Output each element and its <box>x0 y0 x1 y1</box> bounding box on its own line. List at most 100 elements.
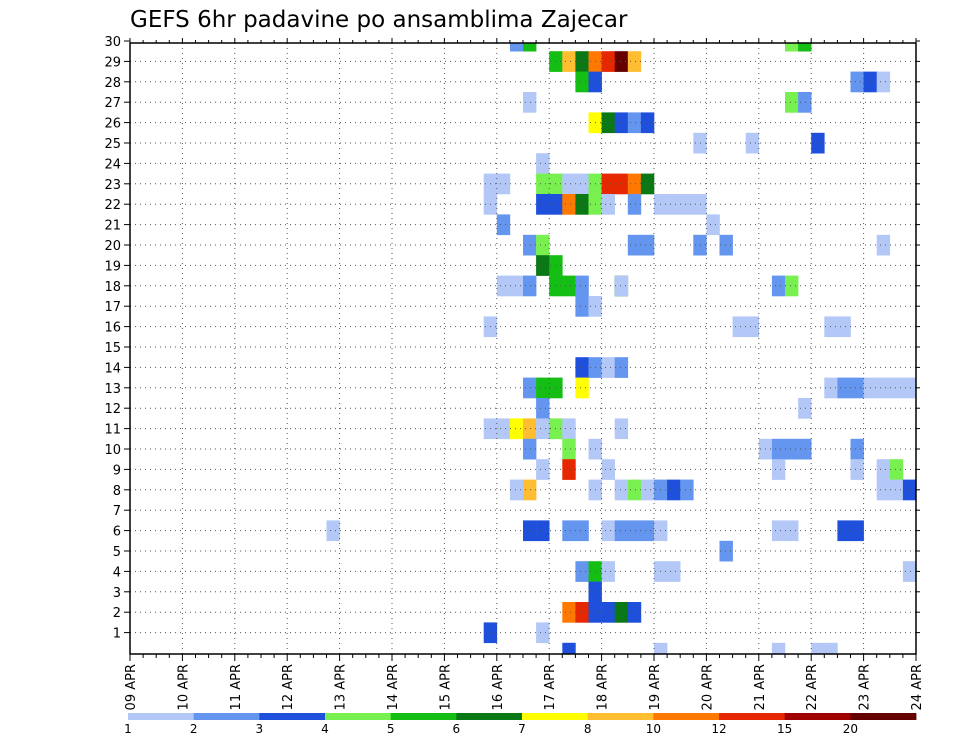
heatmap-cell <box>575 296 589 317</box>
y-tick-label: 11 <box>104 423 121 438</box>
heatmap-cell <box>627 234 642 256</box>
heatmap-cell <box>496 418 511 440</box>
heatmap-cell <box>601 602 615 623</box>
heatmap-cell <box>640 234 655 256</box>
heatmap-cell <box>614 51 629 72</box>
heatmap-cell <box>536 194 550 215</box>
x-tick-label: 19 APR <box>648 664 663 710</box>
x-tick-label: 16 APR <box>491 664 506 710</box>
heatmap-cell <box>824 642 838 655</box>
heatmap-cell <box>575 51 589 72</box>
colorbar-swatch <box>587 713 654 720</box>
heatmap-cell <box>509 43 524 52</box>
heatmap-cell <box>562 194 576 215</box>
heatmap-cell <box>601 357 615 378</box>
x-tick-label: 11 APR <box>229 664 244 710</box>
colorbar-swatch <box>390 713 457 720</box>
heatmap-cell <box>627 51 642 72</box>
x-tick-label: 24 APR <box>910 664 925 710</box>
heatmap-cell <box>732 316 746 338</box>
heatmap-cell <box>496 214 511 236</box>
heatmap-cell <box>523 92 537 113</box>
heatmap-cell <box>562 642 576 655</box>
heatmap-cell <box>562 418 576 440</box>
x-tick-label: 23 APR <box>858 664 873 710</box>
heatmap-cell <box>523 275 537 297</box>
heatmap-cell <box>837 316 851 338</box>
heatmap-cell <box>627 602 642 623</box>
x-tick-label: 09 APR <box>124 664 139 710</box>
heatmap-cell <box>745 132 760 154</box>
heatmap-cell <box>614 602 629 623</box>
x-tick-label: 20 APR <box>700 664 715 710</box>
heatmap-cell <box>575 275 589 297</box>
heatmap-cell <box>785 520 799 542</box>
heatmap-cell <box>523 438 537 460</box>
heatmap-cell <box>601 561 615 582</box>
heatmap-cell <box>876 459 891 480</box>
colorbar-legend: 1 2 3 4 5 6 7 8 10 12 15 20 <box>124 713 917 736</box>
heatmap-cell <box>523 377 537 399</box>
y-tick-label: 12 <box>104 402 121 417</box>
y-tick-label: 14 <box>104 361 121 376</box>
heatmap-cell <box>614 520 629 542</box>
colorbar-swatch <box>784 713 851 720</box>
heatmap-cell <box>614 275 629 297</box>
heatmap-cell <box>771 520 786 542</box>
x-tick-label: 13 APR <box>334 664 349 710</box>
heatmap-cell <box>771 275 786 297</box>
heatmap-cell <box>523 418 537 440</box>
heatmap-cell <box>889 479 904 501</box>
colorbar-swatch <box>850 713 917 720</box>
y-tick-label: 23 <box>104 178 121 193</box>
heatmap-cell <box>889 459 904 480</box>
heatmap-cell <box>562 51 576 72</box>
colorbar-label: 6 <box>453 722 461 736</box>
heatmap-cell <box>562 275 576 297</box>
heatmap-cell <box>654 642 668 655</box>
heatmap-cell <box>536 459 550 480</box>
heatmap-cell <box>509 479 524 501</box>
heatmap-cell <box>536 234 550 256</box>
heatmap-cell <box>627 173 642 195</box>
heatmap-cell <box>562 602 576 623</box>
x-tick-label: 21 APR <box>753 664 768 710</box>
x-tick-label: 22 APR <box>805 664 820 710</box>
heatmap-cell <box>536 255 550 276</box>
heatmap-cell <box>785 275 799 297</box>
heatmap-cell <box>876 377 891 399</box>
heatmap-cell <box>837 520 851 542</box>
heatmap-cell <box>719 234 733 256</box>
heatmap-cell <box>811 642 825 655</box>
heatmap-cell <box>719 540 733 562</box>
colorbar-label: 7 <box>518 722 526 736</box>
heatmap-cell <box>601 173 615 195</box>
chart-title: GEFS 6hr padavine po ansamblima Zajecar <box>130 7 628 33</box>
colorbar-label: 10 <box>646 722 661 736</box>
heatmap-cell <box>640 479 655 501</box>
heatmap-cell <box>706 214 720 236</box>
colorbar-swatch <box>325 713 392 720</box>
heatmap-cell <box>536 418 550 440</box>
heatmap-cell <box>850 71 864 93</box>
heatmap-cell <box>785 438 799 460</box>
colorbar-swatch <box>653 713 720 720</box>
y-tick-label: 8 <box>113 484 121 499</box>
heatmap-cell <box>798 43 812 52</box>
heatmap-cell <box>850 438 864 460</box>
y-tick-label: 27 <box>104 96 121 111</box>
heatmap-cell <box>902 377 917 399</box>
x-tick-label: 14 APR <box>386 664 401 710</box>
heatmap-cell <box>785 92 799 113</box>
heatmap-cell <box>640 520 655 542</box>
heatmap-cell <box>601 112 615 134</box>
y-tick-label: 17 <box>104 300 121 315</box>
heatmap-cell <box>627 112 642 134</box>
heatmap-cell <box>575 377 589 399</box>
heatmap-cell <box>850 520 864 542</box>
y-tick-label: 21 <box>104 219 121 234</box>
heatmap-cell <box>601 194 615 215</box>
heatmap-cell <box>523 234 537 256</box>
heatmap-cell <box>562 173 576 195</box>
heatmap-cell <box>575 71 589 93</box>
